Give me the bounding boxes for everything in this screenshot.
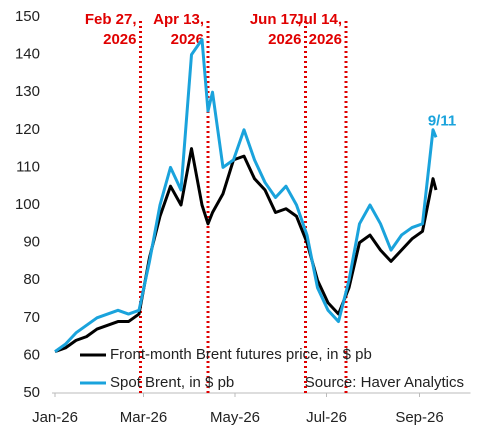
y-tick-label: 100	[15, 196, 40, 213]
event-label: 2026	[171, 31, 204, 48]
y-tick-label: 80	[23, 271, 40, 288]
x-tick-label: Mar-26	[120, 409, 168, 426]
y-tick-label: 110	[16, 158, 40, 175]
y-tick-label: 150	[15, 8, 40, 25]
x-tick-label: May-26	[210, 409, 260, 426]
event-label: Feb 27,	[85, 11, 137, 28]
event-label: 2026	[103, 31, 136, 48]
y-tick-label: 140	[15, 46, 40, 63]
event-label: Jun 17,	[250, 11, 302, 28]
series-line	[54, 147, 438, 354]
y-tick-label: 70	[23, 309, 40, 326]
event-label: 2026	[309, 31, 342, 48]
end-label: 9/11	[428, 112, 456, 129]
event-label: Apr 13,	[153, 11, 204, 28]
legend-label: Spot Brent, in $ pb	[110, 374, 234, 391]
x-tick-label: Jul-26	[306, 409, 347, 426]
source-note: Source: Haver Analytics	[305, 374, 464, 391]
x-tick-label: Jan-26	[32, 409, 78, 426]
series-line	[54, 38, 438, 353]
event-label: Jul 14,	[295, 11, 342, 28]
event-label: 2026	[268, 31, 301, 48]
y-tick-label: 90	[23, 234, 40, 251]
x-tick-label: Sep-26	[395, 409, 443, 426]
y-tick-label: 50	[23, 384, 40, 401]
legend-label: Front-month Brent futures price, in $ pb	[110, 346, 372, 363]
y-tick-label: 60	[23, 346, 40, 363]
y-tick-label: 120	[15, 121, 40, 138]
y-tick-label: 130	[15, 83, 40, 100]
